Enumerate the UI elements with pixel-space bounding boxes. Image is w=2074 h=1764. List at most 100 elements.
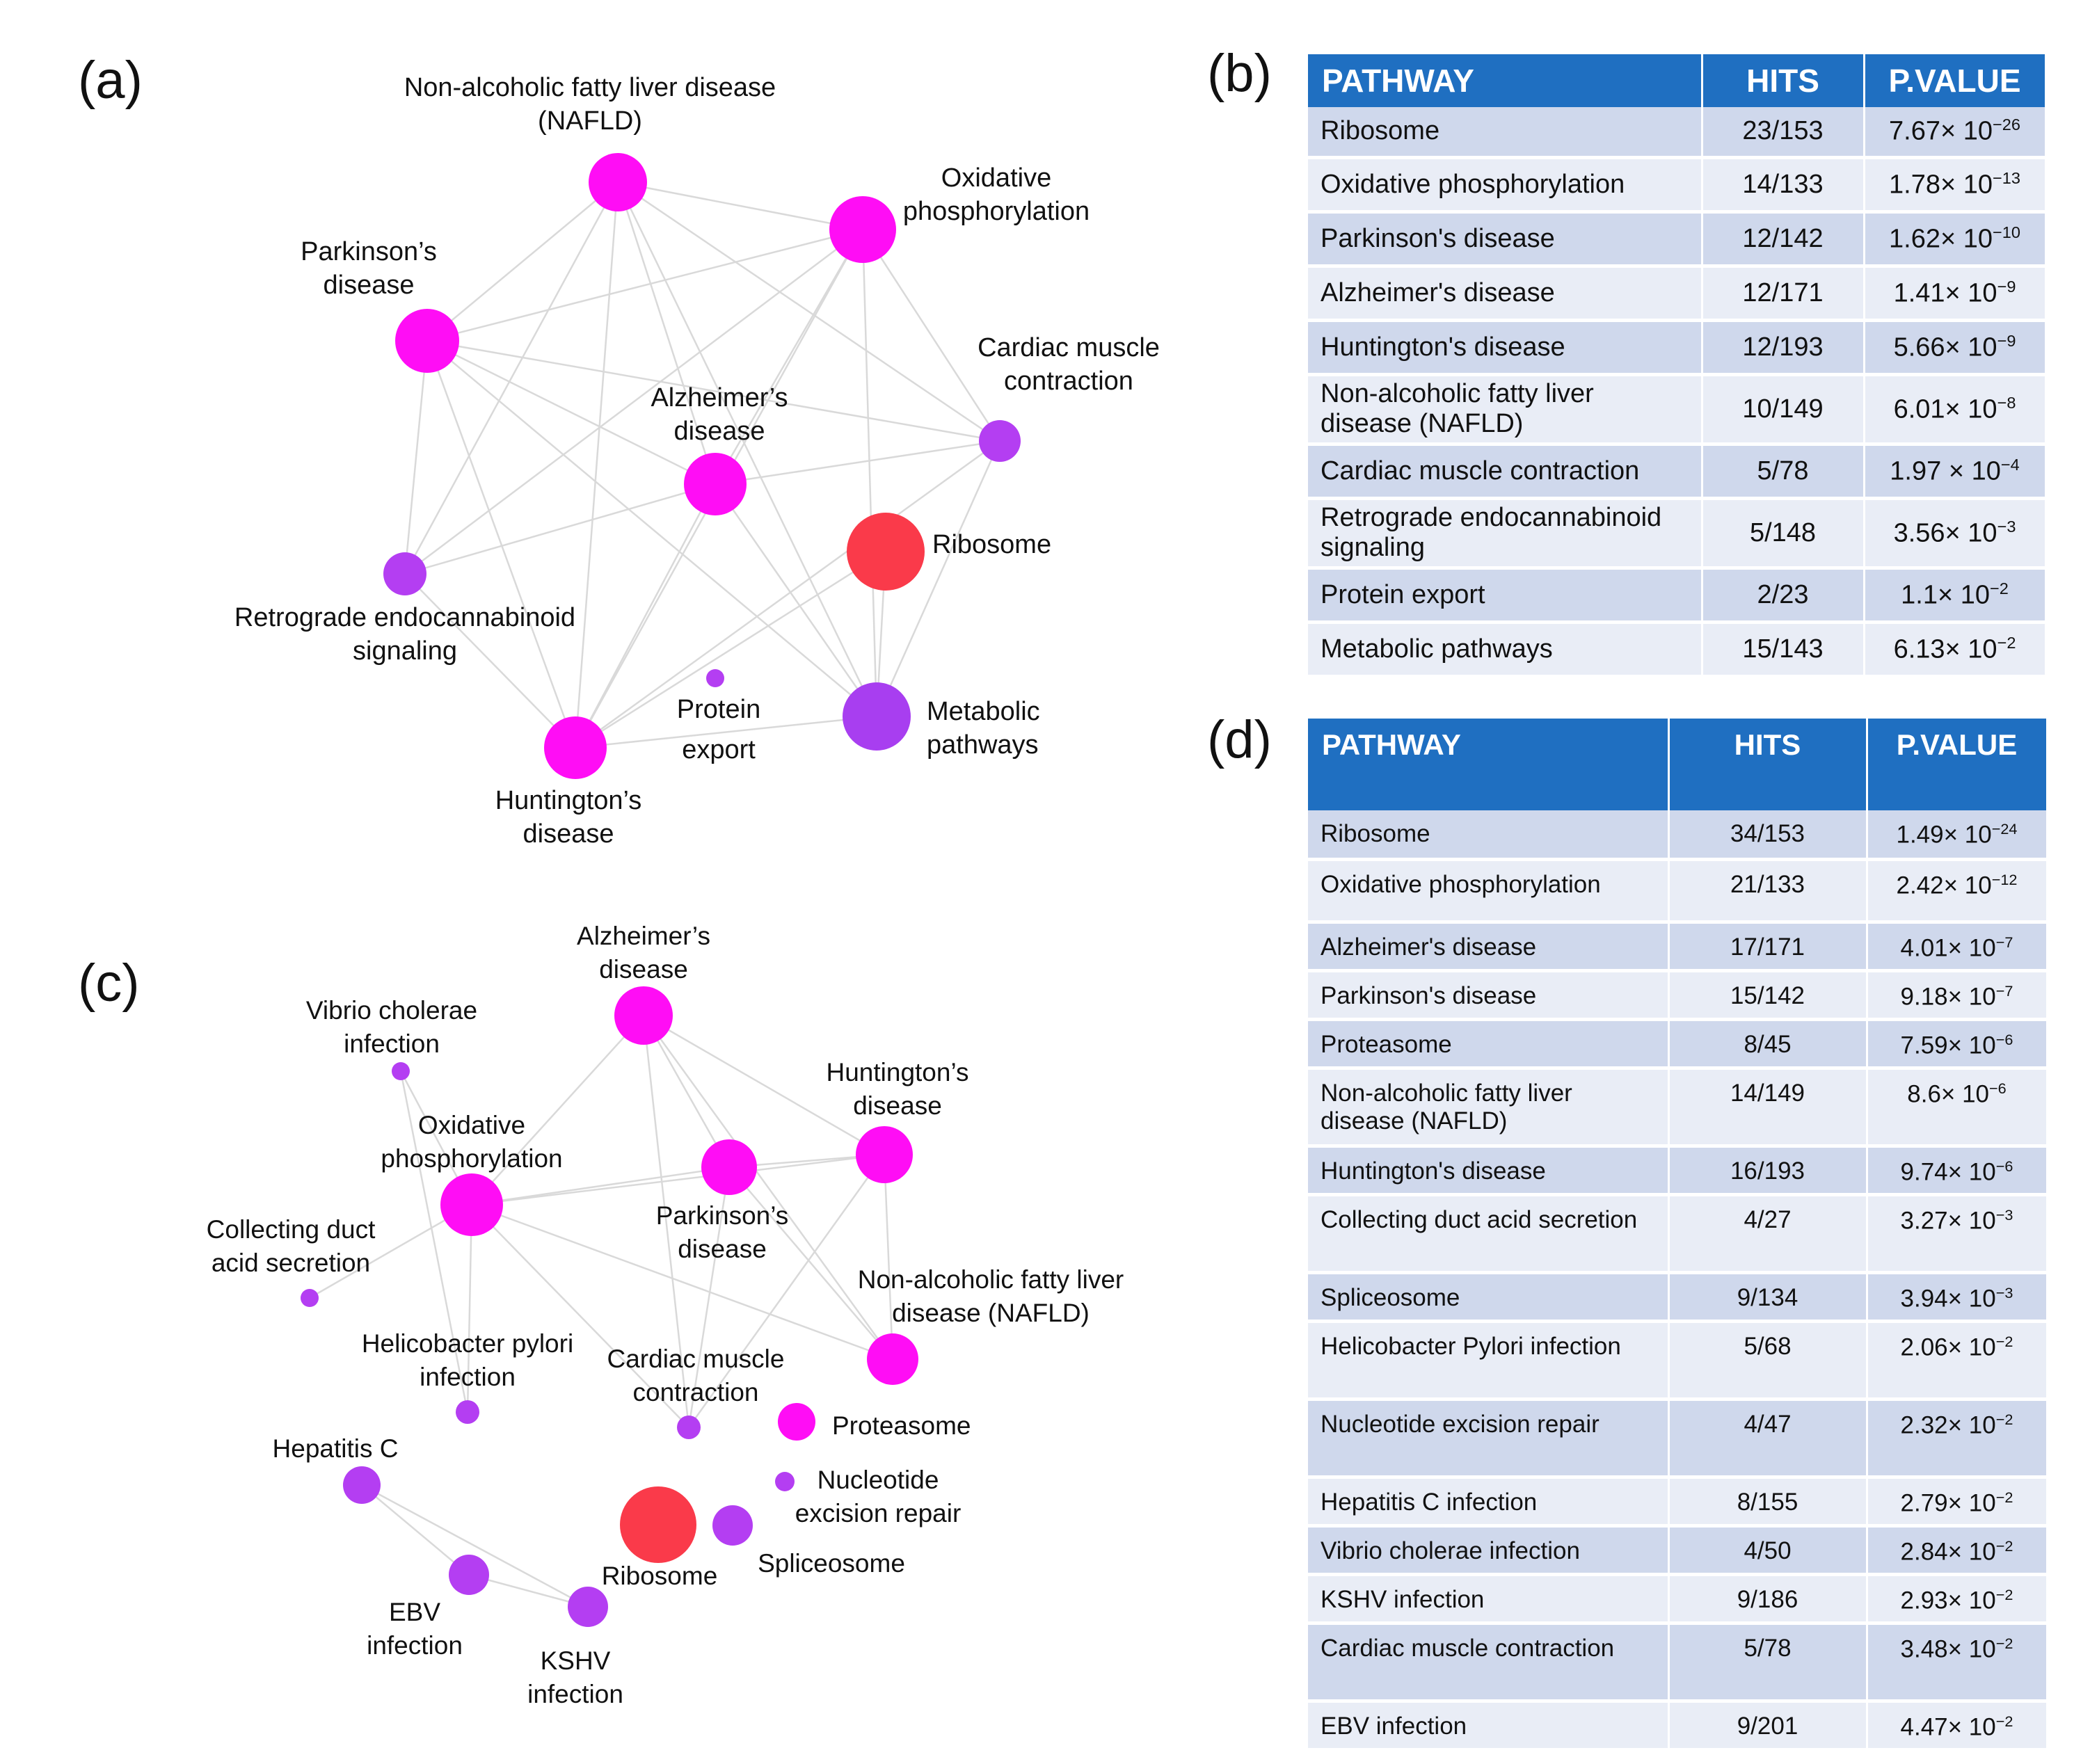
pvalue-mantissa: 2.84× 10 <box>1900 1538 1996 1566</box>
node-oxphos <box>440 1173 503 1236</box>
hits-cell: 21/133 <box>1668 859 1868 924</box>
pvalue-exponent: −2 <box>1995 1712 2013 1730</box>
hits-cell: 5/68 <box>1668 1321 1868 1401</box>
node-label-nafld: Non-alcoholic fatty liver <box>858 1265 1124 1294</box>
pathway-cell: Non-alcoholic fatty liver disease (NAFLD… <box>1308 1068 1670 1148</box>
pvalue-mantissa: 2.79× 10 <box>1900 1489 1996 1517</box>
pvalue-cell: 2.79× 10−2 <box>1867 1477 2048 1528</box>
pvalue-cell: 5.66× 10−9 <box>1864 320 2047 376</box>
hits-cell: 12/193 <box>1702 320 1865 376</box>
node-label-huntington: Huntington’s <box>826 1058 968 1087</box>
pathway-cell: Alzheimer's disease <box>1308 266 1703 322</box>
pathway-cell: Collecting duct acid secretion <box>1308 1194 1670 1274</box>
table-row: Huntington's disease 16/193 9.74× 10−6 <box>1308 1146 2048 1196</box>
edge-parkinson-alzheimer <box>426 339 716 486</box>
edge-nafld-cardiac <box>617 181 1000 442</box>
pvalue-mantissa: 1.41× 10 <box>1893 278 1997 308</box>
pvalue-cell: 3.56× 10−3 <box>1864 498 2047 570</box>
pvalue-cell: 1.62× 10−10 <box>1864 211 2047 268</box>
node-label-ebv: EBV <box>389 1598 440 1626</box>
node-label-proteasome: Proteasome <box>832 1411 971 1440</box>
pvalue-mantissa: 7.67× 10 <box>1889 117 1993 147</box>
node-nafld <box>867 1333 918 1385</box>
header-hits: HITS <box>1668 719 1868 810</box>
table-row: Ribosome 34/153 1.49× 10−24 <box>1308 810 2048 861</box>
node-cardiac <box>677 1416 701 1439</box>
header-pathway: PATHWAY <box>1308 719 1670 810</box>
pvalue-exponent: −24 <box>1991 820 2018 837</box>
table-row: Ribosome 23/153 7.67× 10−26 <box>1308 107 2047 159</box>
network-a: Non-alcoholic fatty liver disease (NAFLD)… <box>234 73 1160 849</box>
node-protein_export <box>706 669 724 687</box>
edge-alzheimer-cardiac <box>642 1015 690 1428</box>
pvalue-cell: 8.6× 10−6 <box>1867 1068 2048 1148</box>
pvalue-mantissa: 1.78× 10 <box>1889 170 1993 200</box>
pathway-cell: Oxidative phosphorylation <box>1308 157 1703 214</box>
pvalue-exponent: −6 <box>1989 1079 2007 1097</box>
edge-oxphos-cardiac <box>471 1204 689 1428</box>
pvalue-mantissa: 4.47× 10 <box>1900 1713 1996 1741</box>
edge-parkinson-retrograde <box>404 340 429 575</box>
hits-cell: 10/149 <box>1702 374 1865 446</box>
pvalue-mantissa: 6.13× 10 <box>1893 634 1997 664</box>
pvalue-mantissa: 9.74× 10 <box>1900 1158 1996 1186</box>
node-label-kshv: KSHV <box>541 1646 611 1675</box>
hits-cell: 5/78 <box>1668 1623 1868 1703</box>
pvalue-exponent: −10 <box>1993 223 2020 241</box>
pvalue-exponent: −2 <box>1995 1410 2013 1428</box>
node-retrograde <box>383 552 426 595</box>
edge-alzheimer-cardiac <box>715 440 1000 486</box>
pathway-cell: Hepatitis C infection <box>1308 1477 1670 1528</box>
edge-alzheimer-oxphos <box>471 1015 644 1205</box>
pvalue-mantissa: 1.62× 10 <box>1889 224 1993 254</box>
pvalue-exponent: −7 <box>1995 981 2013 1000</box>
node-ebv <box>449 1555 489 1595</box>
node-label-nafld: (NAFLD) <box>538 106 642 136</box>
node-label-cardiac: Cardiac muscle <box>607 1345 785 1373</box>
pathway-cell: Parkinson's disease <box>1308 970 1670 1021</box>
node-label-huntington: disease <box>853 1091 942 1120</box>
pvalue-cell: 4.01× 10−7 <box>1867 922 2048 972</box>
pvalue-cell: 3.94× 10−3 <box>1867 1272 2048 1323</box>
edge-parkinson-cardiac <box>687 1166 731 1428</box>
pathway-cell: Ribosome <box>1308 810 1670 861</box>
pathway-cell: Non-alcoholic fatty liver disease (NAFLD… <box>1308 374 1703 446</box>
node-label-parkinson: disease <box>678 1235 767 1263</box>
pvalue-mantissa: 3.27× 10 <box>1900 1207 1996 1235</box>
table-row: Nucleotide excision repair 4/47 2.32× 10−2 <box>1308 1399 2048 1479</box>
node-label-oxphos: phosphorylation <box>903 197 1090 226</box>
pvalue-mantissa: 5.66× 10 <box>1893 332 1997 362</box>
pvalue-cell: 2.32× 10−2 <box>1867 1399 2048 1479</box>
node-label-helico: infection <box>420 1363 516 1391</box>
pvalue-cell: 2.84× 10−2 <box>1867 1525 2048 1576</box>
pvalue-cell: 1.49× 10−24 <box>1867 810 2048 861</box>
node-label-oxphos: Oxidative <box>418 1111 525 1139</box>
node-label-cardiac: contraction <box>1004 367 1133 396</box>
node-label-vibrio: infection <box>344 1029 440 1058</box>
node-hepc <box>343 1466 381 1504</box>
pvalue-mantissa: 3.48× 10 <box>1900 1635 1996 1663</box>
pvalue-cell: 6.01× 10−8 <box>1864 374 2047 446</box>
pvalue-exponent: −8 <box>1997 393 2016 412</box>
pvalue-cell: 1.1× 10−2 <box>1864 568 2047 624</box>
pvalue-exponent: −4 <box>2000 455 2020 474</box>
node-label-huntington: Huntington’s <box>495 786 642 815</box>
header-pvalue: P.VALUE <box>1867 719 2048 810</box>
table-row: Cardiac muscle contraction 5/78 3.48× 10−2 <box>1308 1623 2048 1703</box>
pvalue-mantissa: 2.06× 10 <box>1900 1333 1996 1361</box>
pvalue-exponent: −2 <box>1995 1488 2013 1506</box>
node-label-retrograde: signaling <box>353 636 457 666</box>
hits-cell: 5/148 <box>1702 498 1865 570</box>
header-hits: HITS <box>1702 54 1865 107</box>
pathway-cell: Cardiac muscle contraction <box>1308 444 1703 500</box>
pvalue-cell: 7.67× 10−26 <box>1864 107 2047 159</box>
header-pathway: PATHWAY <box>1308 54 1703 107</box>
pvalue-cell: 6.13× 10−2 <box>1864 622 2047 678</box>
node-label-nafld: disease (NAFLD) <box>892 1299 1090 1327</box>
pvalue-cell: 7.59× 10−6 <box>1867 1019 2048 1070</box>
node-label-alzheimer: Alzheimer’s <box>577 922 710 950</box>
pvalue-mantissa: 2.42× 10 <box>1896 872 1992 899</box>
pvalue-exponent: −2 <box>1995 1537 2013 1555</box>
pathway-cell: EBV infection <box>1308 1701 1670 1751</box>
edge-huntington-metabolic <box>575 715 877 749</box>
